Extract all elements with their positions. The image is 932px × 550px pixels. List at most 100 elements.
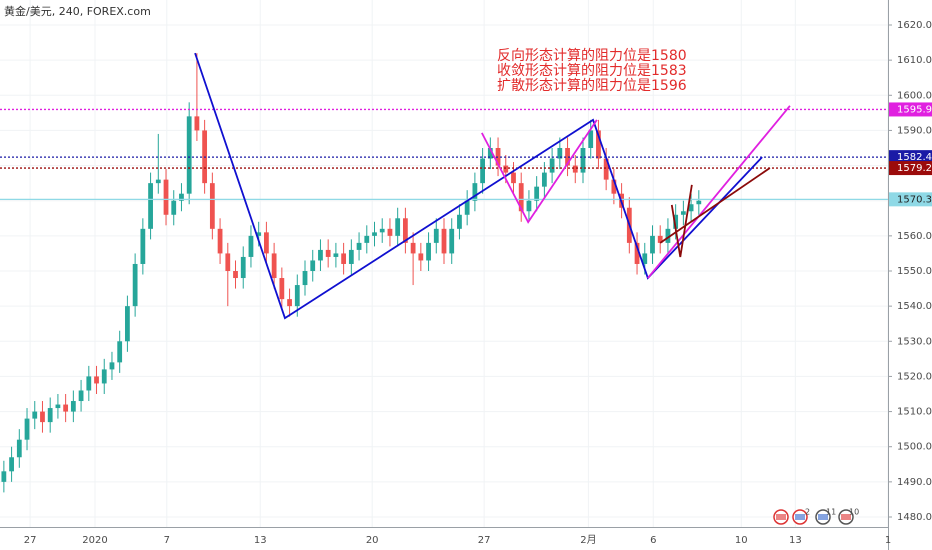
candle-body xyxy=(186,116,192,194)
y-tick-label: 1590.00 xyxy=(897,125,932,136)
candle-body xyxy=(580,148,586,173)
candle-body xyxy=(148,183,153,229)
candle-body xyxy=(511,172,516,184)
candle-body xyxy=(426,242,431,261)
x-tick-label: 2020 xyxy=(82,535,107,546)
candle-body xyxy=(673,214,679,229)
candle-body xyxy=(642,253,648,264)
candle-body xyxy=(279,278,285,300)
event-count: 2 xyxy=(805,508,810,517)
trend-line xyxy=(659,167,771,244)
x-tick-label: 10 xyxy=(735,535,748,546)
candle-body xyxy=(225,253,231,271)
y-tick-label: 1610.00 xyxy=(897,55,932,66)
y-tick-label: 1490.00 xyxy=(897,477,932,488)
flag-icon xyxy=(776,514,786,520)
candle-body xyxy=(78,390,84,402)
y-tick-label: 1510.00 xyxy=(897,407,932,418)
y-tick-label: 1530.00 xyxy=(897,336,932,347)
candle-body xyxy=(472,183,478,201)
y-tick-label: 1560.00 xyxy=(897,231,932,242)
candle-body xyxy=(611,179,617,194)
price-label: 1570.39 xyxy=(897,194,932,205)
trend-line xyxy=(647,105,791,279)
candle-body xyxy=(94,376,99,384)
x-tick-label: 1 xyxy=(885,535,891,546)
candle-body xyxy=(163,179,169,215)
trend-line xyxy=(194,52,763,320)
candle-body xyxy=(271,253,277,279)
event-count: 10 xyxy=(849,508,859,517)
price-label: 1595.97 xyxy=(897,104,932,115)
y-tick-label: 1520.00 xyxy=(897,371,932,382)
candle-body xyxy=(40,411,45,423)
candle-body xyxy=(603,158,609,180)
axes: 1480.00 1490.00 1500.00 1510.00 1520.00 1530.… xyxy=(24,20,932,546)
candle-body xyxy=(294,285,300,307)
candle-body xyxy=(233,271,238,279)
candle-body xyxy=(47,408,53,423)
flag-icon xyxy=(841,514,851,520)
candle-body xyxy=(572,165,578,173)
candle-body xyxy=(503,165,509,173)
candle-body xyxy=(657,235,663,243)
candle-body xyxy=(680,211,686,215)
candle-body xyxy=(418,253,424,261)
candle-body xyxy=(32,411,38,419)
chart-title: 黄金/美元, 240, FOREX.com xyxy=(4,4,151,18)
candle-body xyxy=(464,200,470,215)
candle-body xyxy=(117,341,123,363)
price-label-box xyxy=(889,102,932,117)
y-tick-label: 1500.00 xyxy=(897,442,932,453)
candle-body xyxy=(433,228,439,243)
candle-body xyxy=(240,256,246,279)
candle-body xyxy=(63,404,69,412)
x-tick-label: 20 xyxy=(366,535,379,546)
candle-body xyxy=(487,148,493,159)
annotation: 反向形态计算的阻力位是1580 xyxy=(497,48,687,64)
candle-body xyxy=(318,249,323,261)
candle-body xyxy=(596,130,601,159)
candle-body xyxy=(302,271,308,286)
candle-body xyxy=(101,369,107,384)
candle-body xyxy=(140,228,146,264)
candle-body xyxy=(402,218,408,243)
flag-icon xyxy=(818,514,828,520)
y-tick-label: 1540.00 xyxy=(897,301,932,312)
trend-line xyxy=(481,119,598,224)
event-flags: 2 11 10 xyxy=(773,508,859,525)
candle-body xyxy=(441,228,447,254)
event-count: 11 xyxy=(826,508,836,517)
price-label: 1582.40 xyxy=(897,152,932,163)
price-label-box xyxy=(889,150,932,165)
candle-body xyxy=(217,228,223,254)
candle-body xyxy=(109,362,115,370)
candle-body xyxy=(534,186,540,201)
candle-body xyxy=(387,228,393,236)
candle-body xyxy=(372,232,377,236)
candle-body xyxy=(495,148,501,166)
candle-body xyxy=(256,232,262,236)
candle-body xyxy=(264,232,269,254)
candle-body xyxy=(480,158,486,184)
candle-body xyxy=(341,253,347,264)
candle-body xyxy=(449,228,455,254)
candle-body xyxy=(410,242,416,254)
x-tick-label: 13 xyxy=(254,535,267,546)
candle-body xyxy=(348,249,354,264)
candle-body xyxy=(86,376,92,391)
annotation: 扩散形态计算的阻力位是1596 xyxy=(497,78,687,94)
y-tick-label: 1480.00 xyxy=(897,512,932,523)
candle-body xyxy=(549,158,555,173)
candle-body xyxy=(696,200,702,205)
candle-body xyxy=(379,228,385,233)
candle-body xyxy=(70,401,76,412)
candle-body xyxy=(333,253,339,257)
candle-body xyxy=(16,439,22,458)
candle-body xyxy=(55,404,61,409)
candle-body xyxy=(650,235,655,254)
candle-body xyxy=(356,242,362,250)
x-tick-label: 27 xyxy=(478,535,491,546)
candle-body xyxy=(132,263,138,307)
